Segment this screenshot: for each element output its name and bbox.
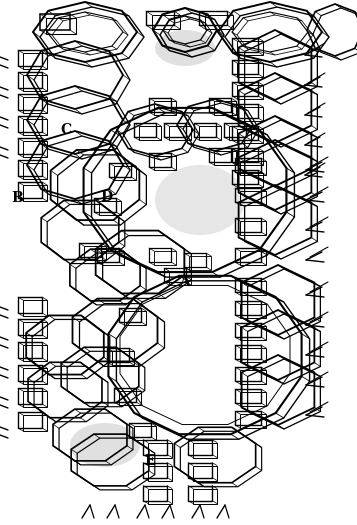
Text: B: B [11, 192, 23, 205]
Text: D: D [100, 190, 112, 204]
Text: E: E [144, 454, 155, 468]
Text: A: A [180, 276, 190, 289]
Text: C: C [60, 123, 72, 137]
Ellipse shape [155, 165, 245, 235]
Ellipse shape [155, 30, 215, 66]
Ellipse shape [70, 423, 140, 467]
